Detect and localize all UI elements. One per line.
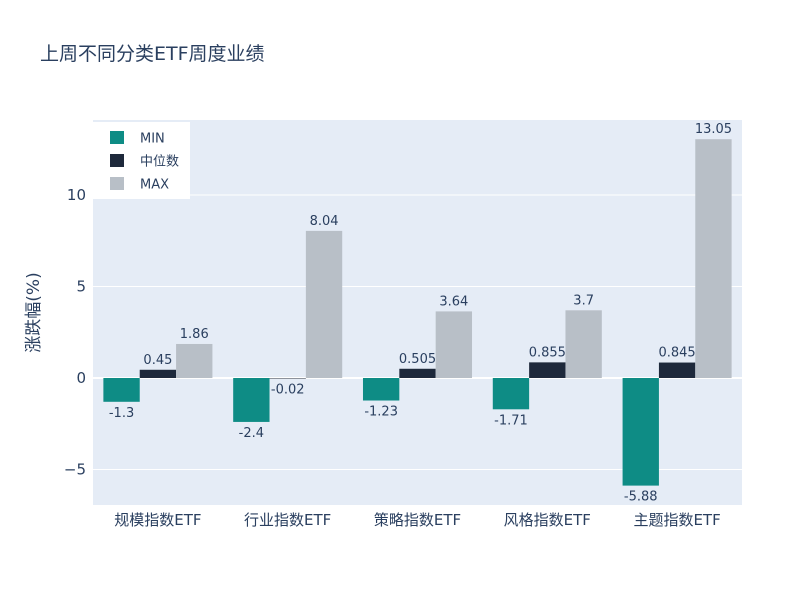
legend-item-max: MAX	[110, 177, 169, 193]
y-tick-label: −5	[64, 461, 86, 479]
y-tick-label: 5	[76, 278, 86, 296]
x-tick-label: 风格指数ETF	[504, 511, 591, 529]
x-axis-ticks: 规模指数ETF 行业指数ETF 策略指数ETF 风格指数ETF 主题指数ETF	[114, 511, 720, 529]
legend-label-max: MAX	[140, 178, 169, 193]
x-tick-label: 规模指数ETF	[114, 511, 201, 529]
data-label-max-3: 3.7	[573, 293, 594, 308]
data-labels: -1.3 -2.4 -1.23 -1.71 -5.88 0.45 -0.02 0.505 0.8…	[109, 122, 732, 504]
bar-min-4	[622, 378, 659, 486]
y-axis-ticks: −5 0 5 10	[64, 186, 86, 478]
legend-label-median: 中位数	[140, 155, 179, 170]
bar-median-4	[658, 362, 696, 379]
data-label-median-2: 0.505	[399, 352, 436, 367]
bar-median-0	[139, 369, 177, 379]
data-label-min-2: -1.23	[364, 405, 398, 420]
bar-max-4	[695, 139, 732, 379]
bar-median-2	[399, 368, 436, 379]
bar-max-3	[565, 310, 602, 379]
x-tick-label: 策略指数ETF	[374, 511, 461, 529]
bar-max-0	[176, 343, 213, 379]
chart-title: 上周不同分类ETF周度业绩	[40, 43, 265, 65]
data-label-min-3: -1.71	[494, 413, 528, 428]
legend-label-min: MIN	[140, 132, 165, 147]
legend-background	[93, 122, 190, 199]
y-tick-label: 10	[67, 186, 86, 204]
bar-min-3	[492, 378, 530, 410]
bar-median-1	[269, 378, 306, 379]
bar-max-1	[305, 230, 343, 379]
legend-swatch-median	[110, 154, 124, 167]
y-tick-label: 0	[76, 369, 86, 387]
legend-swatch-max	[110, 177, 124, 190]
x-tick-label: 主题指数ETF	[633, 511, 720, 529]
data-label-median-0: 0.45	[143, 353, 172, 368]
x-tick-label: 行业指数ETF	[244, 511, 331, 529]
data-label-max-1: 8.04	[310, 214, 339, 229]
legend-item-min: MIN	[110, 131, 165, 147]
data-label-min-4: -5.88	[624, 490, 658, 505]
legend: MIN 中位数 MAX	[93, 122, 190, 199]
legend-swatch-min	[110, 131, 124, 144]
bar-min-0	[103, 378, 140, 402]
data-label-min-0: -1.3	[109, 406, 134, 421]
bar-max-2	[435, 311, 473, 379]
bar-min-2	[362, 378, 400, 401]
data-label-max-2: 3.64	[439, 294, 468, 309]
data-label-median-1: -0.02	[271, 382, 305, 397]
bar-min-1	[233, 378, 270, 422]
bar-median-3	[529, 362, 566, 379]
data-label-max-0: 1.86	[180, 327, 209, 342]
y-axis-title: 涨跌幅(%)	[24, 272, 44, 352]
legend-item-median: 中位数	[110, 154, 179, 170]
bars	[103, 139, 732, 486]
data-label-median-4: 0.845	[658, 346, 695, 361]
data-label-min-1: -2.4	[239, 426, 264, 441]
data-label-median-3: 0.855	[529, 345, 566, 360]
data-label-max-4: 13.05	[695, 122, 732, 137]
